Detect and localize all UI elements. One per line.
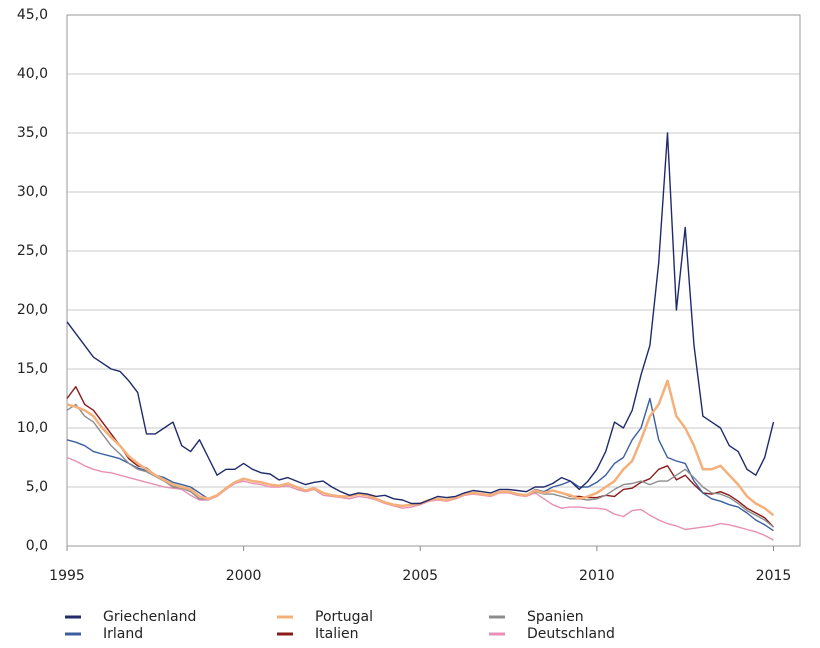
series-line <box>66 132 775 505</box>
series-line <box>66 379 775 517</box>
y-tick-label: 45,0 <box>17 7 48 23</box>
legend-label: Portugal <box>315 609 373 625</box>
x-tick-label: 2005 <box>402 568 438 584</box>
series-line <box>66 456 774 541</box>
y-tick-label: 40,0 <box>17 66 48 82</box>
series-line <box>66 397 774 532</box>
legend-label: Irland <box>103 626 143 642</box>
y-tick-label: 25,0 <box>17 243 48 259</box>
plot-frame <box>66 14 801 547</box>
y-tick-label: 20,0 <box>17 302 48 318</box>
x-tick-label: 2015 <box>756 568 792 584</box>
x-tick-label: 2010 <box>579 568 615 584</box>
legend-label: Spanien <box>527 609 584 625</box>
y-tick-label: 0,0 <box>26 538 48 554</box>
y-tick-label: 35,0 <box>17 125 48 141</box>
y-tick-label: 30,0 <box>17 184 48 200</box>
legend-label: Griechenland <box>103 609 196 625</box>
y-tick-label: 10,0 <box>17 420 48 436</box>
x-tick-label: 1995 <box>49 568 85 584</box>
legend-label: Deutschland <box>527 626 615 642</box>
x-tick-label: 2000 <box>226 568 262 584</box>
y-tick-label: 15,0 <box>17 361 48 377</box>
y-tick-label: 5,0 <box>26 479 48 495</box>
legend-label: Italien <box>315 626 358 642</box>
